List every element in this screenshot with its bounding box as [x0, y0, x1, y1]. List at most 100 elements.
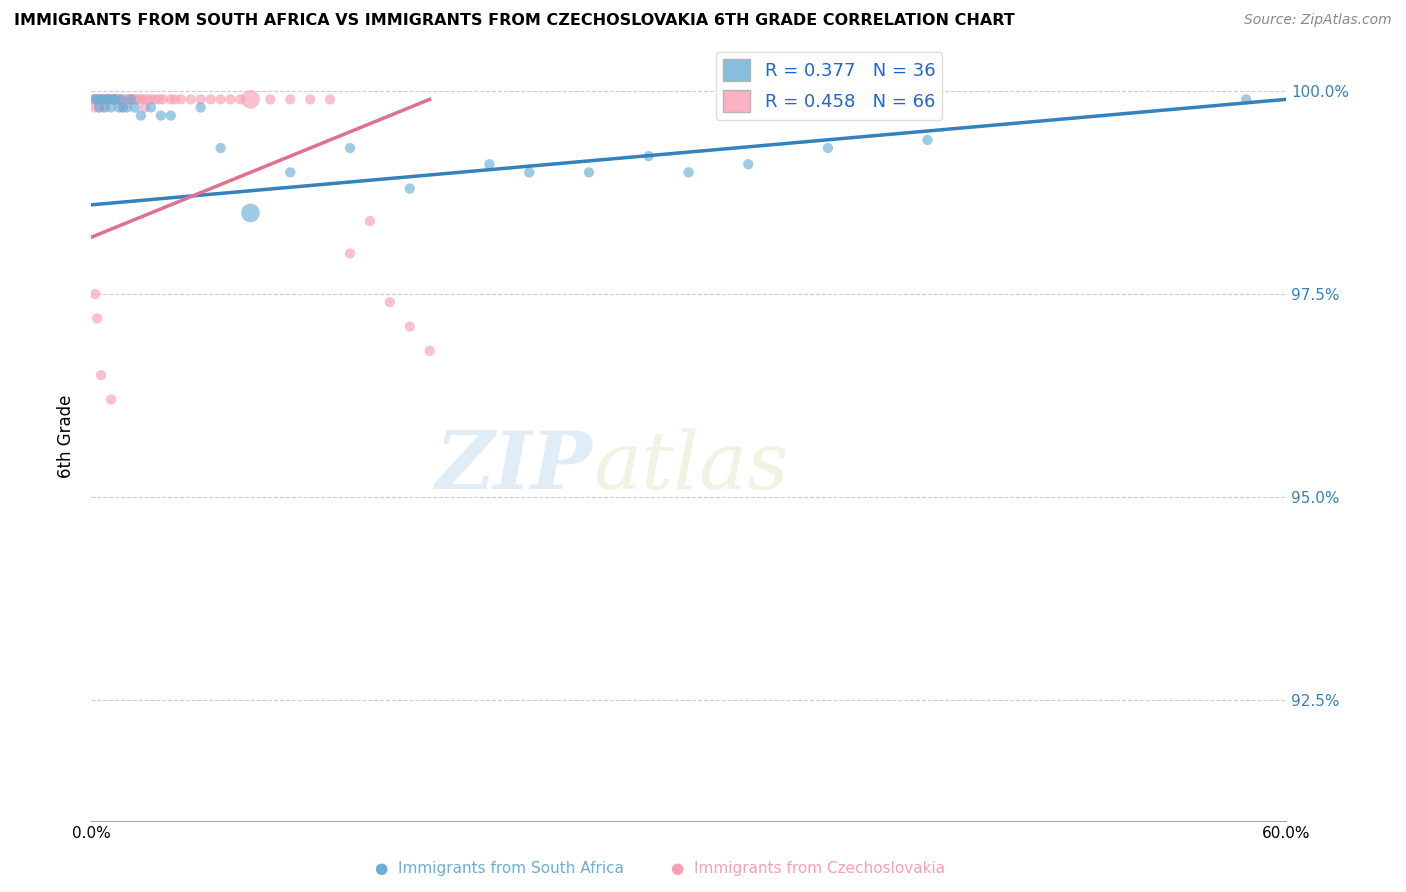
Point — [170, 92, 193, 106]
Text: IMMIGRANTS FROM SOUTH AFRICA VS IMMIGRANTS FROM CZECHOSLOVAKIA 6TH GRADE CORRELA: IMMIGRANTS FROM SOUTH AFRICA VS IMMIGRAN… — [14, 13, 1015, 29]
Point — [86, 92, 108, 106]
Point — [122, 92, 145, 106]
Point — [278, 92, 301, 106]
Point — [129, 92, 152, 106]
Point — [398, 319, 420, 334]
Point — [94, 100, 117, 114]
Point — [209, 92, 232, 106]
Point — [90, 92, 112, 106]
Point — [108, 100, 131, 114]
Point — [817, 141, 839, 155]
Point — [96, 92, 118, 106]
Point — [339, 141, 361, 155]
Point — [86, 92, 108, 106]
Point — [419, 343, 441, 358]
Point — [90, 368, 112, 383]
Point — [101, 92, 124, 106]
Point — [100, 92, 122, 106]
Point — [398, 181, 420, 195]
Point — [135, 92, 157, 106]
Point — [105, 92, 128, 106]
Point — [84, 92, 107, 106]
Point — [1234, 92, 1257, 106]
Point — [114, 92, 136, 106]
Point — [134, 100, 156, 114]
Point — [148, 92, 170, 106]
Point — [87, 100, 110, 114]
Point — [98, 92, 121, 106]
Point — [319, 92, 342, 106]
Point — [209, 141, 232, 155]
Point — [339, 246, 361, 260]
Point — [87, 92, 110, 106]
Point — [139, 92, 162, 106]
Point — [517, 165, 540, 179]
Point — [152, 92, 174, 106]
Point — [190, 92, 212, 106]
Point — [359, 214, 381, 228]
Point — [108, 92, 131, 106]
Point — [111, 100, 134, 114]
Text: Source: ZipAtlas.com: Source: ZipAtlas.com — [1244, 13, 1392, 28]
Point — [110, 92, 132, 106]
Point — [115, 100, 138, 114]
Point — [90, 92, 112, 106]
Text: ●  Immigrants from South Africa: ● Immigrants from South Africa — [374, 861, 624, 876]
Point — [239, 92, 262, 106]
Point — [129, 109, 152, 123]
Point — [98, 92, 121, 106]
Point — [578, 165, 600, 179]
Legend: R = 0.377   N = 36, R = 0.458   N = 66: R = 0.377 N = 36, R = 0.458 N = 66 — [716, 52, 942, 120]
Point — [219, 92, 242, 106]
Point — [478, 157, 501, 171]
Point — [111, 100, 134, 114]
Point — [94, 92, 117, 106]
Text: atlas: atlas — [593, 428, 789, 506]
Point — [91, 92, 114, 106]
Point — [139, 100, 162, 114]
Point — [637, 149, 659, 163]
Point — [91, 92, 114, 106]
Point — [190, 100, 212, 114]
Point — [82, 92, 104, 106]
Point — [84, 287, 107, 301]
Point — [104, 92, 127, 106]
Point — [124, 92, 146, 106]
Point — [104, 92, 127, 106]
Point — [86, 311, 108, 326]
Point — [125, 92, 148, 106]
Point — [737, 157, 759, 171]
Point — [84, 92, 107, 106]
Point — [917, 133, 939, 147]
Y-axis label: 6th Grade: 6th Grade — [58, 394, 75, 478]
Point — [124, 100, 146, 114]
Point — [159, 109, 181, 123]
Text: ZIP: ZIP — [436, 428, 593, 506]
Point — [149, 109, 172, 123]
Point — [229, 92, 252, 106]
Point — [299, 92, 322, 106]
Point — [104, 92, 127, 106]
Point — [378, 295, 401, 310]
Point — [96, 92, 118, 106]
Point — [110, 92, 132, 106]
Text: ●  Immigrants from Czechoslovakia: ● Immigrants from Czechoslovakia — [672, 861, 945, 876]
Point — [115, 92, 138, 106]
Point — [159, 92, 181, 106]
Point — [120, 92, 142, 106]
Point — [100, 100, 122, 114]
Point — [110, 92, 132, 106]
Point — [87, 100, 110, 114]
Point — [132, 92, 155, 106]
Point — [118, 92, 141, 106]
Point — [200, 92, 222, 106]
Point — [259, 92, 281, 106]
Point — [86, 92, 108, 106]
Point — [239, 206, 262, 220]
Point — [163, 92, 186, 106]
Point — [96, 92, 118, 106]
Point — [91, 100, 114, 114]
Point — [278, 165, 301, 179]
Point — [100, 92, 122, 106]
Point — [98, 92, 121, 106]
